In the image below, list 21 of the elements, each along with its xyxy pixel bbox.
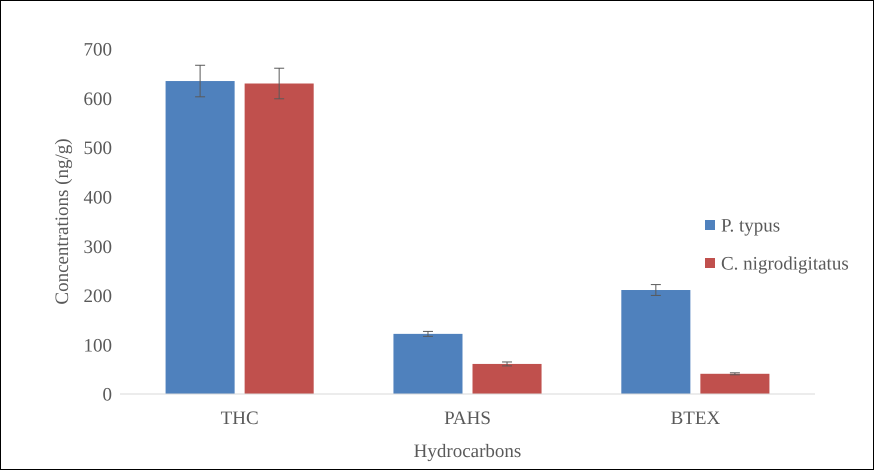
x-axis-title: Hydrocarbons [414, 441, 522, 462]
y-tick-label: 600 [84, 88, 112, 110]
bar [472, 364, 542, 394]
x-tick-label: THC [220, 408, 259, 429]
y-tick-label: 500 [84, 138, 112, 160]
y-axis-title: Concentrations (ng/g) [52, 138, 73, 305]
bar [244, 84, 314, 394]
y-tick-label: 700 [84, 40, 112, 61]
y-tick-label: 100 [84, 335, 112, 356]
bar [621, 290, 690, 394]
bar [700, 374, 770, 394]
y-tick-label: 0 [102, 384, 112, 406]
x-tick-label: PAHS [444, 408, 491, 429]
legend-label: P. typus [721, 216, 780, 237]
bar [393, 334, 462, 394]
legend-label: C. nigrodigitatus [721, 254, 849, 275]
y-tick-label: 300 [84, 236, 112, 258]
bar [166, 81, 235, 394]
x-tick-label: BTEX [670, 408, 720, 429]
y-tick-label: 400 [84, 188, 112, 209]
y-tick-label: 200 [84, 286, 112, 308]
